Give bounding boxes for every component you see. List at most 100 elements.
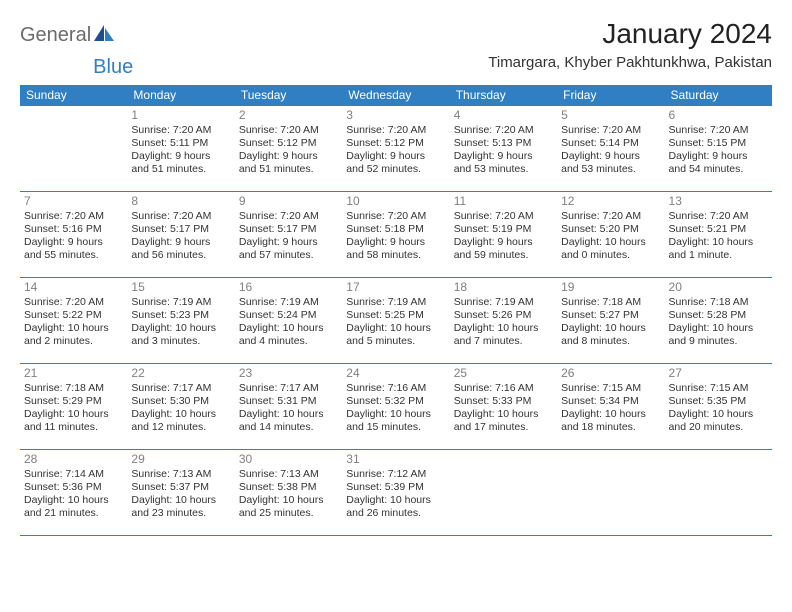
sunrise-text: Sunrise: 7:19 AM xyxy=(131,296,230,309)
daylight-text: Daylight: 10 hours xyxy=(669,408,768,421)
sunset-text: Sunset: 5:31 PM xyxy=(239,395,338,408)
daylight-text: Daylight: 10 hours xyxy=(561,236,660,249)
day-number: 18 xyxy=(454,280,553,295)
daylight-text: and 26 minutes. xyxy=(346,507,445,520)
sunrise-text: Sunrise: 7:17 AM xyxy=(239,382,338,395)
daylight-text: and 1 minute. xyxy=(669,249,768,262)
sunrise-text: Sunrise: 7:20 AM xyxy=(131,210,230,223)
sunrise-text: Sunrise: 7:14 AM xyxy=(24,468,123,481)
daylight-text: Daylight: 9 hours xyxy=(239,236,338,249)
title-block: January 2024 Timargara, Khyber Pakhtunkh… xyxy=(488,18,772,71)
logo: General xyxy=(20,24,115,46)
sunset-text: Sunset: 5:17 PM xyxy=(131,223,230,236)
sunset-text: Sunset: 5:12 PM xyxy=(239,137,338,150)
calendar-day-cell: 16Sunrise: 7:19 AMSunset: 5:24 PMDayligh… xyxy=(235,278,342,364)
daylight-text: Daylight: 9 hours xyxy=(239,150,338,163)
sunrise-text: Sunrise: 7:20 AM xyxy=(669,124,768,137)
sunrise-text: Sunrise: 7:20 AM xyxy=(454,124,553,137)
calendar-day-cell: 28Sunrise: 7:14 AMSunset: 5:36 PMDayligh… xyxy=(20,450,127,536)
sunrise-text: Sunrise: 7:20 AM xyxy=(239,124,338,137)
daylight-text: and 55 minutes. xyxy=(24,249,123,262)
calendar-day-cell: 7Sunrise: 7:20 AMSunset: 5:16 PMDaylight… xyxy=(20,192,127,278)
sunrise-text: Sunrise: 7:12 AM xyxy=(346,468,445,481)
day-number: 27 xyxy=(669,366,768,381)
sunrise-text: Sunrise: 7:15 AM xyxy=(561,382,660,395)
sunset-text: Sunset: 5:22 PM xyxy=(24,309,123,322)
day-number: 21 xyxy=(24,366,123,381)
calendar-table: Sunday Monday Tuesday Wednesday Thursday… xyxy=(20,85,772,536)
calendar-day-cell: 29Sunrise: 7:13 AMSunset: 5:37 PMDayligh… xyxy=(127,450,234,536)
sunrise-text: Sunrise: 7:19 AM xyxy=(346,296,445,309)
calendar-day-cell: 3Sunrise: 7:20 AMSunset: 5:12 PMDaylight… xyxy=(342,106,449,192)
calendar-day-cell: 31Sunrise: 7:12 AMSunset: 5:39 PMDayligh… xyxy=(342,450,449,536)
daylight-text: and 11 minutes. xyxy=(24,421,123,434)
calendar-day-cell xyxy=(557,450,664,536)
daylight-text: Daylight: 10 hours xyxy=(239,322,338,335)
daylight-text: and 53 minutes. xyxy=(454,163,553,176)
daylight-text: Daylight: 9 hours xyxy=(454,236,553,249)
daylight-text: and 57 minutes. xyxy=(239,249,338,262)
day-number: 5 xyxy=(561,108,660,123)
weekday-header-row: Sunday Monday Tuesday Wednesday Thursday… xyxy=(20,85,772,106)
daylight-text: Daylight: 9 hours xyxy=(131,236,230,249)
sunset-text: Sunset: 5:18 PM xyxy=(346,223,445,236)
daylight-text: and 3 minutes. xyxy=(131,335,230,348)
calendar-day-cell: 23Sunrise: 7:17 AMSunset: 5:31 PMDayligh… xyxy=(235,364,342,450)
daylight-text: and 21 minutes. xyxy=(24,507,123,520)
sunset-text: Sunset: 5:12 PM xyxy=(346,137,445,150)
day-number: 13 xyxy=(669,194,768,209)
daylight-text: and 20 minutes. xyxy=(669,421,768,434)
daylight-text: Daylight: 10 hours xyxy=(346,322,445,335)
daylight-text: Daylight: 10 hours xyxy=(24,494,123,507)
daylight-text: Daylight: 10 hours xyxy=(239,494,338,507)
sunrise-text: Sunrise: 7:20 AM xyxy=(561,210,660,223)
sunset-text: Sunset: 5:14 PM xyxy=(561,137,660,150)
daylight-text: and 12 minutes. xyxy=(131,421,230,434)
sunset-text: Sunset: 5:17 PM xyxy=(239,223,338,236)
daylight-text: and 0 minutes. xyxy=(561,249,660,262)
calendar-day-cell: 15Sunrise: 7:19 AMSunset: 5:23 PMDayligh… xyxy=(127,278,234,364)
sunrise-text: Sunrise: 7:20 AM xyxy=(561,124,660,137)
daylight-text: and 15 minutes. xyxy=(346,421,445,434)
calendar-day-cell: 9Sunrise: 7:20 AMSunset: 5:17 PMDaylight… xyxy=(235,192,342,278)
sunset-text: Sunset: 5:19 PM xyxy=(454,223,553,236)
calendar-day-cell: 14Sunrise: 7:20 AMSunset: 5:22 PMDayligh… xyxy=(20,278,127,364)
day-number: 8 xyxy=(131,194,230,209)
calendar-day-cell: 19Sunrise: 7:18 AMSunset: 5:27 PMDayligh… xyxy=(557,278,664,364)
sunrise-text: Sunrise: 7:13 AM xyxy=(239,468,338,481)
sunrise-text: Sunrise: 7:16 AM xyxy=(346,382,445,395)
day-number: 12 xyxy=(561,194,660,209)
daylight-text: Daylight: 10 hours xyxy=(454,322,553,335)
daylight-text: Daylight: 9 hours xyxy=(346,236,445,249)
calendar-day-cell: 21Sunrise: 7:18 AMSunset: 5:29 PMDayligh… xyxy=(20,364,127,450)
day-number: 2 xyxy=(239,108,338,123)
day-number: 9 xyxy=(239,194,338,209)
day-number: 29 xyxy=(131,452,230,467)
sunrise-text: Sunrise: 7:15 AM xyxy=(669,382,768,395)
daylight-text: Daylight: 9 hours xyxy=(454,150,553,163)
daylight-text: and 8 minutes. xyxy=(561,335,660,348)
sunrise-text: Sunrise: 7:20 AM xyxy=(131,124,230,137)
weekday-header: Wednesday xyxy=(342,85,449,106)
daylight-text: and 58 minutes. xyxy=(346,249,445,262)
daylight-text: and 59 minutes. xyxy=(454,249,553,262)
sunset-text: Sunset: 5:25 PM xyxy=(346,309,445,322)
daylight-text: and 2 minutes. xyxy=(24,335,123,348)
weekday-header: Tuesday xyxy=(235,85,342,106)
sunrise-text: Sunrise: 7:17 AM xyxy=(131,382,230,395)
day-number: 16 xyxy=(239,280,338,295)
sunset-text: Sunset: 5:16 PM xyxy=(24,223,123,236)
daylight-text: and 18 minutes. xyxy=(561,421,660,434)
calendar-day-cell: 27Sunrise: 7:15 AMSunset: 5:35 PMDayligh… xyxy=(665,364,772,450)
daylight-text: and 7 minutes. xyxy=(454,335,553,348)
sunset-text: Sunset: 5:15 PM xyxy=(669,137,768,150)
day-number: 15 xyxy=(131,280,230,295)
sunset-text: Sunset: 5:37 PM xyxy=(131,481,230,494)
weekday-header: Sunday xyxy=(20,85,127,106)
daylight-text: Daylight: 10 hours xyxy=(561,322,660,335)
sunset-text: Sunset: 5:13 PM xyxy=(454,137,553,150)
daylight-text: Daylight: 9 hours xyxy=(561,150,660,163)
day-number: 1 xyxy=(131,108,230,123)
daylight-text: and 5 minutes. xyxy=(346,335,445,348)
calendar-day-cell: 22Sunrise: 7:17 AMSunset: 5:30 PMDayligh… xyxy=(127,364,234,450)
